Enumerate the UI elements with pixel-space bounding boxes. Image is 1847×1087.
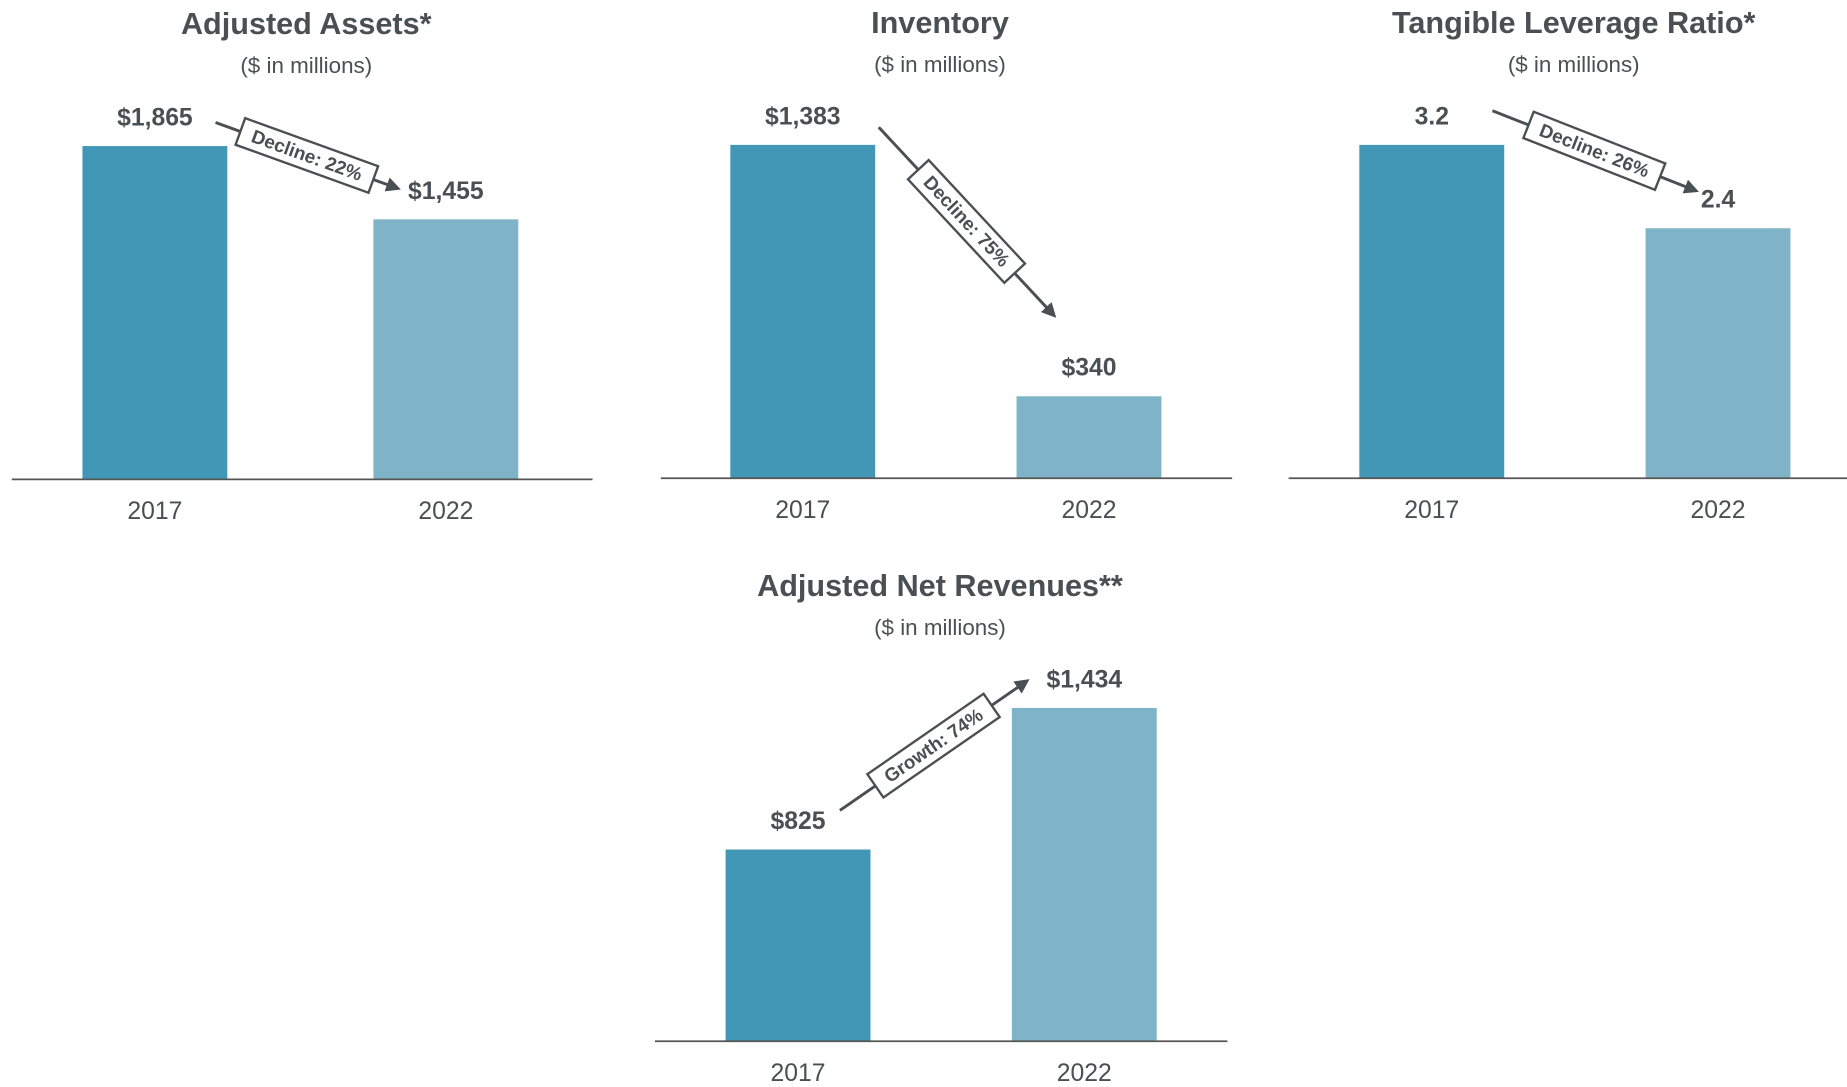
bar bbox=[1016, 396, 1162, 479]
chart-title: Inventory bbox=[871, 6, 1009, 40]
annotation: Decline: 75% bbox=[906, 158, 1027, 285]
value-label: $1,865 bbox=[117, 105, 193, 132]
chart-subtitle: ($ in millions) bbox=[874, 52, 1006, 77]
chart-title: Adjusted Assets* bbox=[181, 7, 432, 41]
x-tick-label: 2017 bbox=[771, 1060, 826, 1087]
chart-subtitle: ($ in millions) bbox=[240, 53, 372, 78]
annotation-box bbox=[1521, 110, 1667, 192]
chart-title: Adjusted Net Revenues** bbox=[757, 569, 1123, 603]
chart-title: Tangible Leverage Ratio* bbox=[1392, 6, 1756, 40]
x-tick-label: 2022 bbox=[1691, 497, 1746, 524]
value-label: $1,383 bbox=[765, 103, 841, 130]
annotation-box bbox=[865, 692, 1002, 800]
bar bbox=[1359, 144, 1505, 479]
bar bbox=[725, 849, 871, 1042]
bar bbox=[373, 219, 519, 480]
bar bbox=[1011, 707, 1157, 1042]
x-tick-label: 2017 bbox=[1404, 497, 1459, 524]
value-label: 2.4 bbox=[1701, 187, 1736, 214]
x-tick-label: 2017 bbox=[775, 497, 830, 524]
value-label: $340 bbox=[1061, 355, 1116, 382]
annotation-text: Decline: 75% bbox=[919, 172, 1014, 272]
x-tick-label: 2022 bbox=[1061, 497, 1116, 524]
value-label: 3.2 bbox=[1415, 103, 1449, 130]
annotation: Decline: 22% bbox=[234, 116, 380, 195]
annotation-text: Growth: 74% bbox=[880, 704, 987, 787]
bar bbox=[82, 146, 228, 480]
annotation-box bbox=[234, 116, 380, 195]
x-tick-label: 2022 bbox=[418, 498, 473, 525]
bar bbox=[730, 144, 876, 479]
annotation-box bbox=[906, 158, 1027, 285]
x-tick-label: 2022 bbox=[1057, 1060, 1112, 1087]
annotation: Decline: 26% bbox=[1521, 110, 1667, 192]
value-label: $825 bbox=[771, 808, 826, 835]
value-label: $1,455 bbox=[408, 178, 484, 205]
bar bbox=[1645, 228, 1791, 479]
annotation: Growth: 74% bbox=[865, 692, 1002, 800]
value-label: $1,434 bbox=[1046, 666, 1122, 693]
chart-subtitle: ($ in millions) bbox=[1508, 52, 1640, 77]
chart-subtitle: ($ in millions) bbox=[874, 615, 1006, 640]
x-tick-label: 2017 bbox=[127, 498, 182, 525]
